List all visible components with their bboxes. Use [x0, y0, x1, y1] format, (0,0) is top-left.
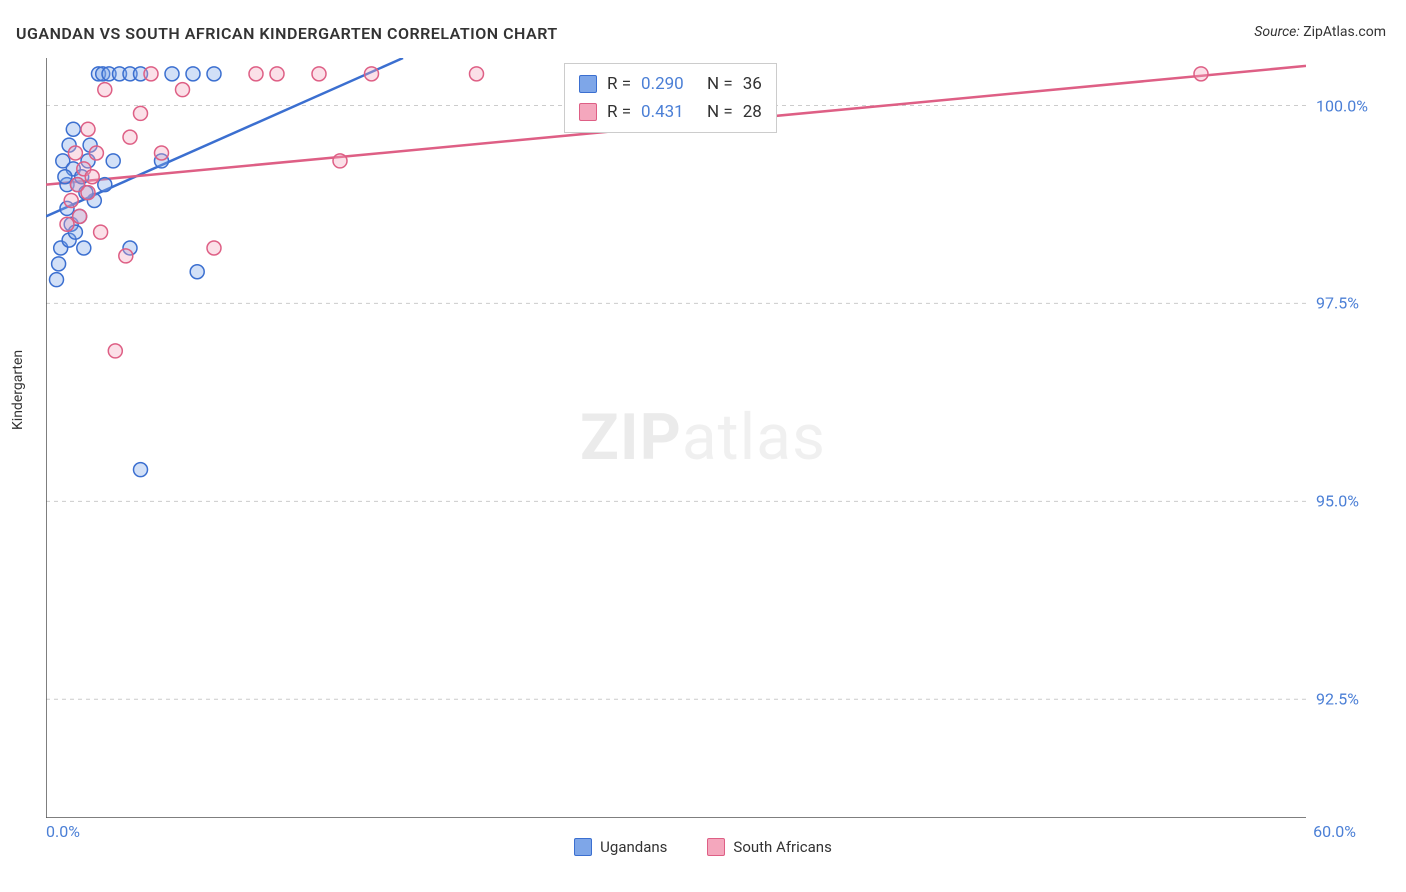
- y-tick-label: 100.0%: [1316, 96, 1396, 115]
- legend-n-label: N =: [707, 102, 733, 122]
- legend-item-ugandans: Ugandans: [574, 838, 667, 856]
- legend-row-south-africans: R = 0.431 N = 28: [579, 98, 762, 126]
- legend-n-value-ugandans: 36: [743, 74, 762, 94]
- legend-r-value-ugandans: 0.290: [641, 74, 697, 94]
- source-attribution: Source: ZipAtlas.com: [1254, 24, 1386, 40]
- legend-r-label: R =: [607, 102, 631, 122]
- correlation-legend-box: R = 0.290 N = 36 R = 0.431 N = 28: [564, 63, 777, 133]
- legend-swatch-icon: [574, 838, 592, 856]
- legend-r-label: R =: [607, 74, 631, 94]
- plot-area: [46, 58, 1306, 818]
- legend-row-ugandans: R = 0.290 N = 36: [579, 70, 762, 98]
- series-legend: Ugandans South Africans: [0, 838, 1406, 856]
- chart-svg: [46, 58, 1306, 818]
- legend-n-value-south-africans: 28: [743, 102, 762, 122]
- y-tick-label: 95.0%: [1316, 492, 1396, 511]
- y-axis-title: Kindergarten: [10, 350, 26, 430]
- y-tick-label: 92.5%: [1316, 690, 1396, 709]
- legend-item-south-africans: South Africans: [707, 838, 831, 856]
- legend-n-label: N =: [707, 74, 733, 94]
- legend-r-value-south-africans: 0.431: [641, 102, 697, 122]
- legend-label-ugandans: Ugandans: [600, 838, 667, 856]
- y-tick-label: 97.5%: [1316, 294, 1396, 313]
- legend-swatch-ugandans: [579, 75, 597, 93]
- source-value: ZipAtlas.com: [1303, 24, 1386, 40]
- legend-label-south-africans: South Africans: [733, 838, 831, 856]
- legend-swatch-south-africans: [579, 103, 597, 121]
- legend-swatch-icon: [707, 838, 725, 856]
- chart-title: UGANDAN VS SOUTH AFRICAN KINDERGARTEN CO…: [16, 24, 558, 43]
- source-label: Source:: [1254, 24, 1299, 40]
